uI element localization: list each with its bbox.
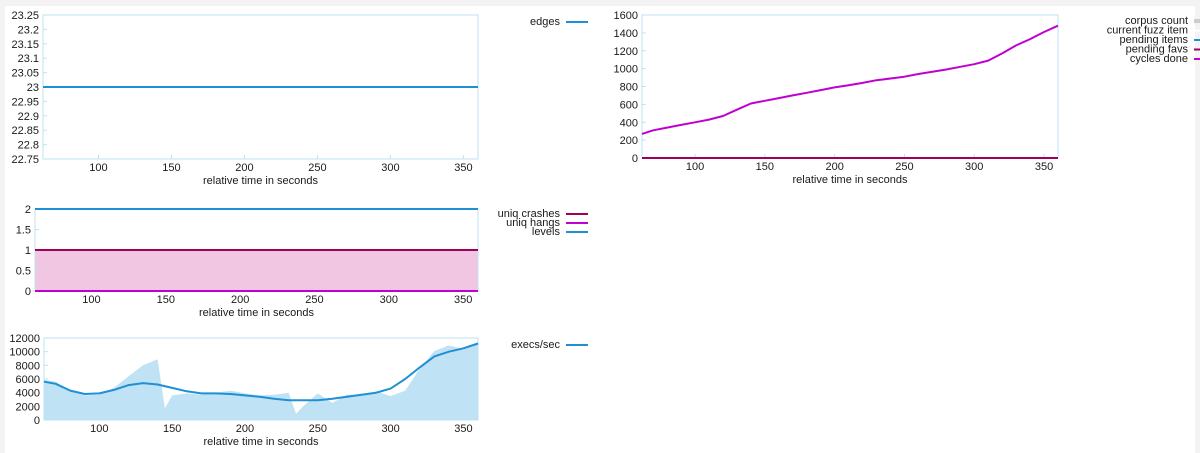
x-tick-label: 300 xyxy=(965,161,983,173)
y-tick-label: 22.95 xyxy=(11,96,39,108)
y-tick-label: 1400 xyxy=(614,28,638,40)
x-tick-label: 150 xyxy=(163,423,181,435)
y-tick-label: 1600 xyxy=(614,10,638,22)
y-tick-label: 4000 xyxy=(16,388,40,400)
y-tick-label: 22.9 xyxy=(18,111,39,123)
x-tick-label: 300 xyxy=(381,162,399,174)
legend-entry-label: edges xyxy=(530,16,560,28)
x-tick-label: 350 xyxy=(454,162,472,174)
x-tick-label: 150 xyxy=(756,161,774,173)
x-tick-label: 100 xyxy=(90,423,108,435)
legend-entry-label: corpus count xyxy=(1125,15,1188,27)
x-tick-label: 350 xyxy=(1035,161,1053,173)
y-tick-label: 200 xyxy=(620,135,638,147)
x-tick-label: 350 xyxy=(454,423,472,435)
x-tick-label: 100 xyxy=(89,162,107,174)
legend-entry-label: levels xyxy=(532,226,561,238)
y-tick-label: 23.1 xyxy=(18,53,39,65)
y-tick-label: 12000 xyxy=(9,333,40,345)
legend-entry-label: uniq hangs xyxy=(506,217,560,229)
x-tick-label: 100 xyxy=(82,294,100,306)
y-tick-label: 1.5 xyxy=(16,225,31,237)
corpus-chart: 0 200 400 600 800 1000 1200 1400 1600 100 150 200 25… xyxy=(614,10,1200,186)
execs-range-fill xyxy=(44,343,478,420)
x-tick-label: 250 xyxy=(305,294,323,306)
y-tick-label: 1 xyxy=(25,245,31,257)
x-tick-label: 250 xyxy=(895,161,913,173)
y-tick-label: 6000 xyxy=(16,374,40,386)
x-tick-label: 200 xyxy=(231,294,249,306)
legend-entry-label: cycles done xyxy=(1130,53,1188,65)
x-axis-label: relative time in seconds xyxy=(204,436,319,448)
y-tick-label: 400 xyxy=(620,117,638,129)
x-tick-label: 350 xyxy=(454,294,472,306)
y-tick-label: 800 xyxy=(620,82,638,94)
x-tick-label: 150 xyxy=(157,294,175,306)
series-line-cycles-done xyxy=(641,24,1059,135)
x-axis-label: relative time in seconds xyxy=(793,174,908,186)
y-tick-label: 22.85 xyxy=(11,125,39,137)
crashes-area-fill xyxy=(35,250,478,291)
y-tick-label: 2000 xyxy=(16,401,40,413)
y-tick-label: 23.05 xyxy=(11,68,39,80)
y-tick-label: 0 xyxy=(25,286,31,298)
edges-chart: 22.75 22.8 22.85 22.9 22.95 23 23.05 23.1 23.15 2… xyxy=(11,10,588,187)
y-tick-label: 22.75 xyxy=(11,154,39,166)
y-tick-label: 8000 xyxy=(16,360,40,372)
y-tick-label: 600 xyxy=(620,99,638,111)
crashes-hangs-chart: 0 0.5 1 1.5 2 100 150 200 250 300 350 relative time… xyxy=(16,204,588,319)
x-tick-label: 250 xyxy=(309,423,327,435)
series-line-execs-sec xyxy=(43,342,479,402)
x-tick-label: 150 xyxy=(162,162,180,174)
y-tick-label: 0 xyxy=(632,153,638,165)
x-tick-label: 100 xyxy=(686,161,704,173)
y-tick-label: 0 xyxy=(34,415,40,427)
plots-layer: 22.75 22.8 22.85 22.9 22.95 23 23.05 23.1 23.15 2… xyxy=(9,10,1200,448)
y-tick-label: 2 xyxy=(25,204,31,216)
x-axis-label: relative time in seconds xyxy=(203,175,318,187)
legend-entry-label: current fuzz item xyxy=(1107,25,1188,37)
y-tick-label: 10000 xyxy=(9,347,40,359)
x-tick-label: 250 xyxy=(308,162,326,174)
legend-entry-label: execs/sec xyxy=(511,339,560,351)
legend-entry-label: pending favs xyxy=(1126,44,1189,56)
y-tick-label: 23.25 xyxy=(11,10,39,22)
x-tick-label: 200 xyxy=(825,161,843,173)
x-axis-label: relative time in seconds xyxy=(199,307,314,319)
y-tick-label: 23.2 xyxy=(18,24,39,36)
x-tick-label: 300 xyxy=(381,423,399,435)
y-tick-label: 1000 xyxy=(614,64,638,76)
y-tick-label: 23.15 xyxy=(11,39,39,51)
y-tick-label: 1200 xyxy=(614,46,638,58)
plot-area xyxy=(642,15,1058,158)
legend-entry-label: uniq crashes xyxy=(498,208,561,220)
x-tick-label: 200 xyxy=(235,162,253,174)
legend-entry-label: pending items xyxy=(1120,34,1189,46)
y-tick-label: 0.5 xyxy=(16,266,31,278)
x-tick-label: 200 xyxy=(236,423,254,435)
y-tick-label: 23 xyxy=(27,82,39,94)
y-tick-label: 22.8 xyxy=(18,140,39,152)
x-tick-label: 300 xyxy=(380,294,398,306)
